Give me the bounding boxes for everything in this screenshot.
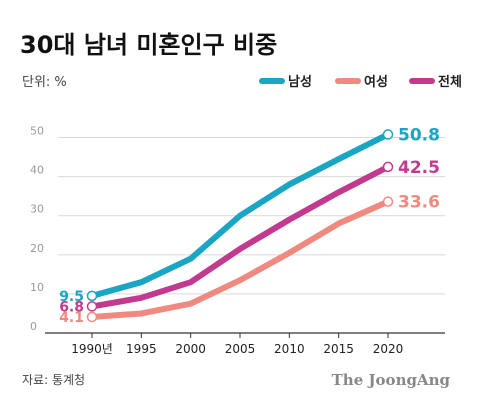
end-point-total <box>382 161 394 173</box>
end-value-label-male: 50.8 <box>398 125 440 145</box>
series-line-female <box>89 198 391 320</box>
chart-title: 30대 남녀 미혼인구 비중 <box>20 31 277 59</box>
legend-label-male: 남성 <box>288 74 312 90</box>
end-value-label-total: 42.5 <box>398 158 440 178</box>
y-tick-label: 0 <box>30 320 37 333</box>
end-point-female <box>382 196 394 207</box>
y-tick-label: 30 <box>30 203 44 216</box>
series-line-male <box>89 131 391 299</box>
end-value-label-female: 33.6 <box>398 193 440 213</box>
brand-logo: The JoongAng <box>332 371 451 389</box>
series-lines <box>89 131 391 320</box>
start-point-total <box>86 301 98 312</box>
x-tick-label: 2000 <box>175 342 206 356</box>
start-value-label-male: 9.5 <box>59 289 84 305</box>
data-labels: 4.1 33.6 6.8 42.5 9.5 50.8 <box>59 125 440 326</box>
y-tick-label: 40 <box>30 164 44 177</box>
y-tick-label: 20 <box>30 242 44 255</box>
start-value-label-total: 6.8 <box>59 299 84 315</box>
x-tick-label: 2015 <box>323 342 354 356</box>
gridlines <box>58 137 445 295</box>
x-tick-label: 2020 <box>373 342 404 356</box>
legend-label-female: 여성 <box>364 74 388 90</box>
start-value-label-female: 4.1 <box>59 310 84 326</box>
start-point-male <box>86 290 98 302</box>
end-point-male <box>382 129 394 140</box>
x-tick-label: 2010 <box>274 342 305 356</box>
source-label: 자료: 통계청 <box>22 373 85 387</box>
x-tick-label: 1995 <box>126 342 157 356</box>
x-tick-label: 1990년 <box>71 342 113 356</box>
y-tick-label: 10 <box>30 281 44 294</box>
legend-label-total: 전체 <box>438 74 462 90</box>
start-point-female <box>86 311 98 323</box>
series-line-total <box>89 163 391 310</box>
y-axis-ticks: 0 10 20 30 40 50 <box>30 125 44 333</box>
x-axis: 1990년 1995 2000 2005 2010 2015 2020 <box>45 332 445 356</box>
series-markers <box>86 129 394 323</box>
x-tick-label: 2005 <box>225 342 256 356</box>
legend: 남성 여성 전체 <box>259 74 462 90</box>
y-tick-label: 50 <box>30 125 44 138</box>
unit-label: 단위: % <box>22 75 67 90</box>
